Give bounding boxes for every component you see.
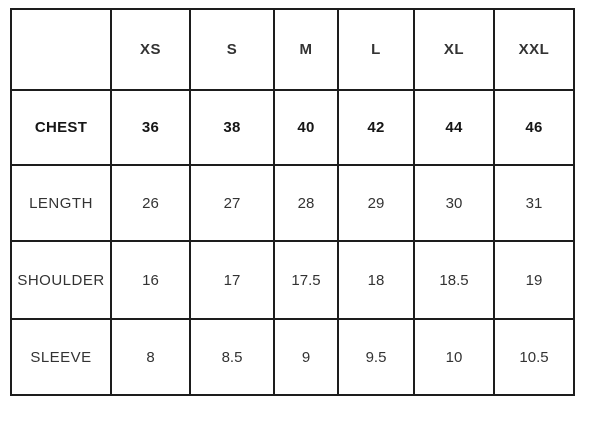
- size-chart-table: XS S M L XL XXL CHEST 36 38 40 42 44 46 …: [10, 8, 575, 396]
- length-m-value: 28: [273, 164, 339, 242]
- table-row-sleeve: SLEEVE 8 8.5 9 9.5 10 10.5: [10, 318, 575, 396]
- brand-color-swatch: [10, 8, 112, 91]
- chest-xs-value: 36: [110, 89, 191, 166]
- sleeve-s-value: 8.5: [189, 318, 275, 396]
- sleeve-l-value: 9.5: [337, 318, 415, 396]
- chest-xl-value: 44: [413, 89, 495, 166]
- shoulder-m-value: 17.5: [273, 240, 339, 320]
- length-l-value: 29: [337, 164, 415, 242]
- length-xl-value: 30: [413, 164, 495, 242]
- size-header-l: L: [337, 8, 415, 91]
- size-header-m: M: [273, 8, 339, 91]
- length-xs-value: 26: [110, 164, 191, 242]
- table-row-chest: CHEST 36 38 40 42 44 46: [10, 89, 575, 166]
- chest-s-value: 38: [189, 89, 275, 166]
- length-xxl-value: 31: [493, 164, 575, 242]
- row-label-sleeve: SLEEVE: [10, 318, 112, 396]
- size-header-s: S: [189, 8, 275, 91]
- row-label-shoulder: SHOULDER: [10, 240, 112, 320]
- size-header-xxl: XXL: [493, 8, 575, 91]
- row-label-chest: CHEST: [10, 89, 112, 166]
- size-header-xs: XS: [110, 8, 191, 91]
- size-header-xl: XL: [413, 8, 495, 91]
- shoulder-s-value: 17: [189, 240, 275, 320]
- header-row: XS S M L XL XXL: [10, 8, 575, 91]
- chest-m-value: 40: [273, 89, 339, 166]
- sleeve-xl-value: 10: [413, 318, 495, 396]
- table-row-length: LENGTH 26 27 28 29 30 31: [10, 164, 575, 242]
- length-s-value: 27: [189, 164, 275, 242]
- sleeve-m-value: 9: [273, 318, 339, 396]
- shoulder-l-value: 18: [337, 240, 415, 320]
- chest-xxl-value: 46: [493, 89, 575, 166]
- sleeve-xs-value: 8: [110, 318, 191, 396]
- row-label-length: LENGTH: [10, 164, 112, 242]
- sleeve-xxl-value: 10.5: [493, 318, 575, 396]
- table-row-shoulder: SHOULDER 16 17 17.5 18 18.5 19: [10, 240, 575, 320]
- shoulder-xxl-value: 19: [493, 240, 575, 320]
- shoulder-xl-value: 18.5: [413, 240, 495, 320]
- chest-l-value: 42: [337, 89, 415, 166]
- shoulder-xs-value: 16: [110, 240, 191, 320]
